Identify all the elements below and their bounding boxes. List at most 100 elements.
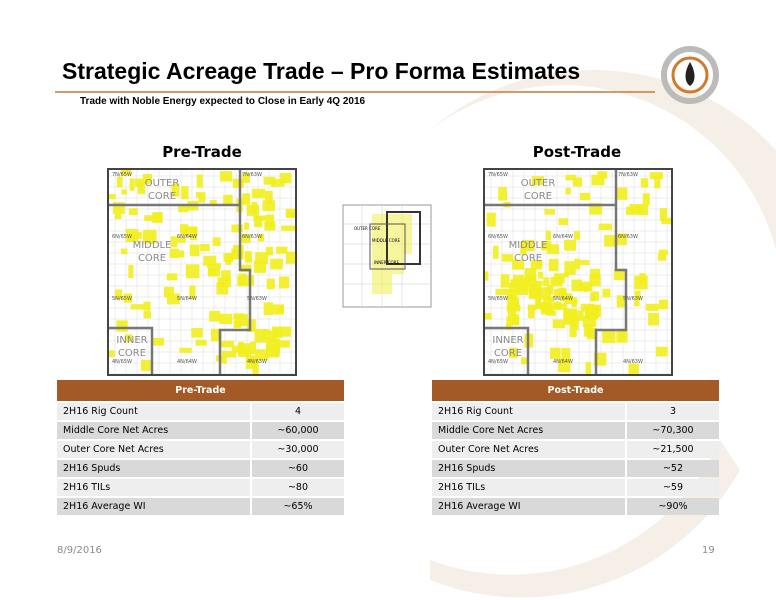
acreage (486, 212, 496, 227)
acreage (166, 273, 178, 281)
acreage (579, 192, 591, 201)
acreage (246, 204, 260, 216)
acreage (563, 315, 575, 323)
date: 8/9/2016 (57, 545, 102, 556)
row-value: ~21,500 (625, 441, 719, 458)
acreage (602, 330, 616, 344)
acreage (209, 199, 217, 207)
core-boundary (107, 168, 252, 376)
acreage (195, 192, 202, 198)
row-value: ~60,000 (250, 422, 344, 439)
acreage (237, 276, 245, 287)
township-label: 5N/64W (553, 296, 573, 302)
acreage (262, 200, 276, 212)
row-label: Middle Core Net Acres (432, 422, 625, 439)
row-value: ~90% (625, 498, 719, 515)
subtitle: Trade with Noble Energy expected to Clos… (80, 96, 366, 107)
acreage (560, 293, 573, 302)
acreage (483, 313, 492, 320)
acreage (565, 187, 571, 195)
row-label: Middle Core Net Acres (57, 422, 250, 439)
acreage (221, 270, 231, 282)
acreage (506, 304, 521, 312)
acreage (263, 302, 274, 316)
acreage (223, 253, 234, 262)
acreage (597, 171, 608, 179)
acreage (200, 243, 210, 252)
acreage (242, 193, 251, 205)
acreage (212, 237, 221, 246)
acreage (530, 283, 540, 295)
acreage (179, 347, 192, 353)
acreage (517, 282, 529, 291)
row-value: 4 (250, 403, 344, 420)
acreage (191, 328, 203, 338)
acreage (120, 168, 132, 176)
acreage (195, 339, 207, 346)
acreage (167, 293, 180, 305)
acreage (171, 183, 180, 197)
township-label: 4N/63W (623, 359, 643, 365)
township-label: 6N/63W (618, 234, 638, 240)
acreage (231, 345, 239, 353)
township-label: 6N/64W (177, 234, 197, 240)
acreage (277, 306, 285, 313)
acreage (279, 172, 292, 184)
acreage (530, 259, 543, 270)
table-row: 2H16 TILs ~80 (57, 479, 344, 496)
acreage (655, 346, 668, 357)
acreage (257, 233, 265, 242)
page-number: 19 (702, 545, 715, 556)
acreage (574, 258, 581, 270)
acreage (240, 264, 252, 273)
acreage (546, 244, 560, 255)
acreage (571, 279, 583, 292)
acreage (648, 312, 660, 326)
acreage (658, 249, 669, 255)
township-label: 5N/63W (247, 296, 267, 302)
acreage (116, 320, 128, 332)
table-row: 2H16 Rig Count 4 (57, 403, 344, 420)
acreage (180, 224, 189, 233)
core-boundary (483, 168, 628, 376)
township-label: 6N/63W (242, 234, 262, 240)
acreage (125, 228, 139, 243)
acreage (130, 304, 144, 310)
acreage (266, 278, 275, 290)
acreage (137, 183, 146, 195)
table-row: Middle Core Net Acres ~70,300 (432, 422, 719, 439)
acreage (178, 250, 184, 258)
acreage (265, 214, 275, 228)
acreage (112, 202, 125, 214)
township-label: 7N/63W (618, 172, 638, 178)
acreage (569, 323, 577, 338)
acreage (573, 231, 581, 240)
acreage (572, 310, 584, 321)
acreage (582, 315, 597, 327)
acreage (645, 303, 659, 311)
acreage (604, 235, 618, 247)
zone-label: OUTER (521, 178, 556, 189)
acreage (144, 215, 157, 222)
table: Post-Trade 2H16 Rig Count 3 Middle Core Net… (432, 378, 719, 517)
acreage (237, 347, 251, 355)
township-label: 6N/65W (112, 234, 132, 240)
acreage (602, 288, 611, 298)
acreage (221, 350, 227, 364)
acreage (115, 289, 123, 300)
acreage (152, 212, 163, 223)
inset-label: MIDDLE CORE (372, 238, 401, 243)
acreage (189, 244, 200, 257)
acreage (517, 287, 529, 296)
township-label: 7N/65W (112, 172, 132, 178)
acreage (552, 319, 566, 329)
acreage (128, 264, 134, 279)
township-label: 4N/64W (553, 359, 573, 365)
acreage (219, 171, 233, 182)
acreage (591, 174, 605, 186)
acreage (512, 259, 525, 270)
acreage (544, 208, 556, 215)
acreage (255, 349, 269, 361)
zone-label: INNER (492, 335, 523, 346)
table-row: Outer Core Net Acres ~21,500 (432, 441, 719, 458)
